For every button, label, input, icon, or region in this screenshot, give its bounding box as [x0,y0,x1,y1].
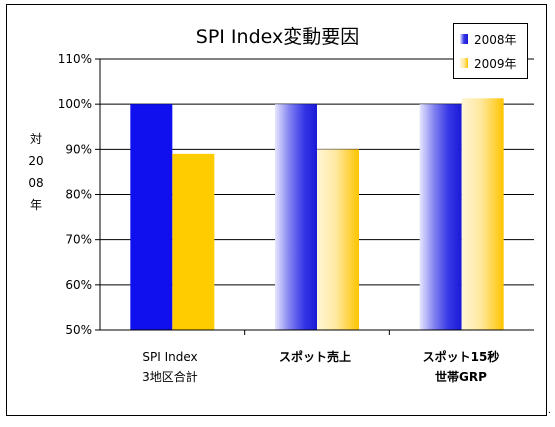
y-tick-label: 80% [65,188,92,202]
bar-2009 [172,153,215,330]
x-category-label-line2: 3地区合計 [142,370,198,384]
x-category-label-line1: スポット売上 [278,350,351,364]
bar-2009 [461,98,504,330]
legend-label-2008: 2008年 [474,32,517,47]
y-tick-label: 70% [65,233,92,247]
y-tick-label: 60% [65,278,92,292]
x-category-spi-index: SPI Index 3地区合計 [105,347,235,387]
legend-swatch-2008 [460,34,468,44]
bar-2008 [275,104,317,331]
y-axis-label: 対2008年 [28,132,44,212]
legend-item-2009: 2009年 [460,54,517,72]
bar-2008 [419,104,462,331]
y-tick-label: 110% [58,52,92,66]
bar-2009 [317,149,359,330]
x-category-label-line2: 世帯GRP [435,370,487,384]
corner-mark: . [548,406,551,416]
y-tick-label: 100% [58,97,92,111]
chart-title: SPI Index変動要因 [195,26,360,48]
y-tick-label: 50% [65,323,92,337]
y-tick-label: 90% [65,142,92,156]
x-category-spot-sales: スポット売上 [250,347,380,367]
bar-2008 [130,104,173,331]
x-category-label-line1: スポット15秒 [422,350,500,364]
x-category-label-line1: SPI Index [142,350,198,364]
legend-swatch-2009 [460,58,468,68]
legend-label-2009: 2009年 [474,56,517,71]
x-category-spot-15s-grp: スポット15秒 世帯GRP [396,347,526,387]
legend-item-2008: 2008年 [460,30,517,48]
legend: 2008年 2009年 [453,23,528,79]
